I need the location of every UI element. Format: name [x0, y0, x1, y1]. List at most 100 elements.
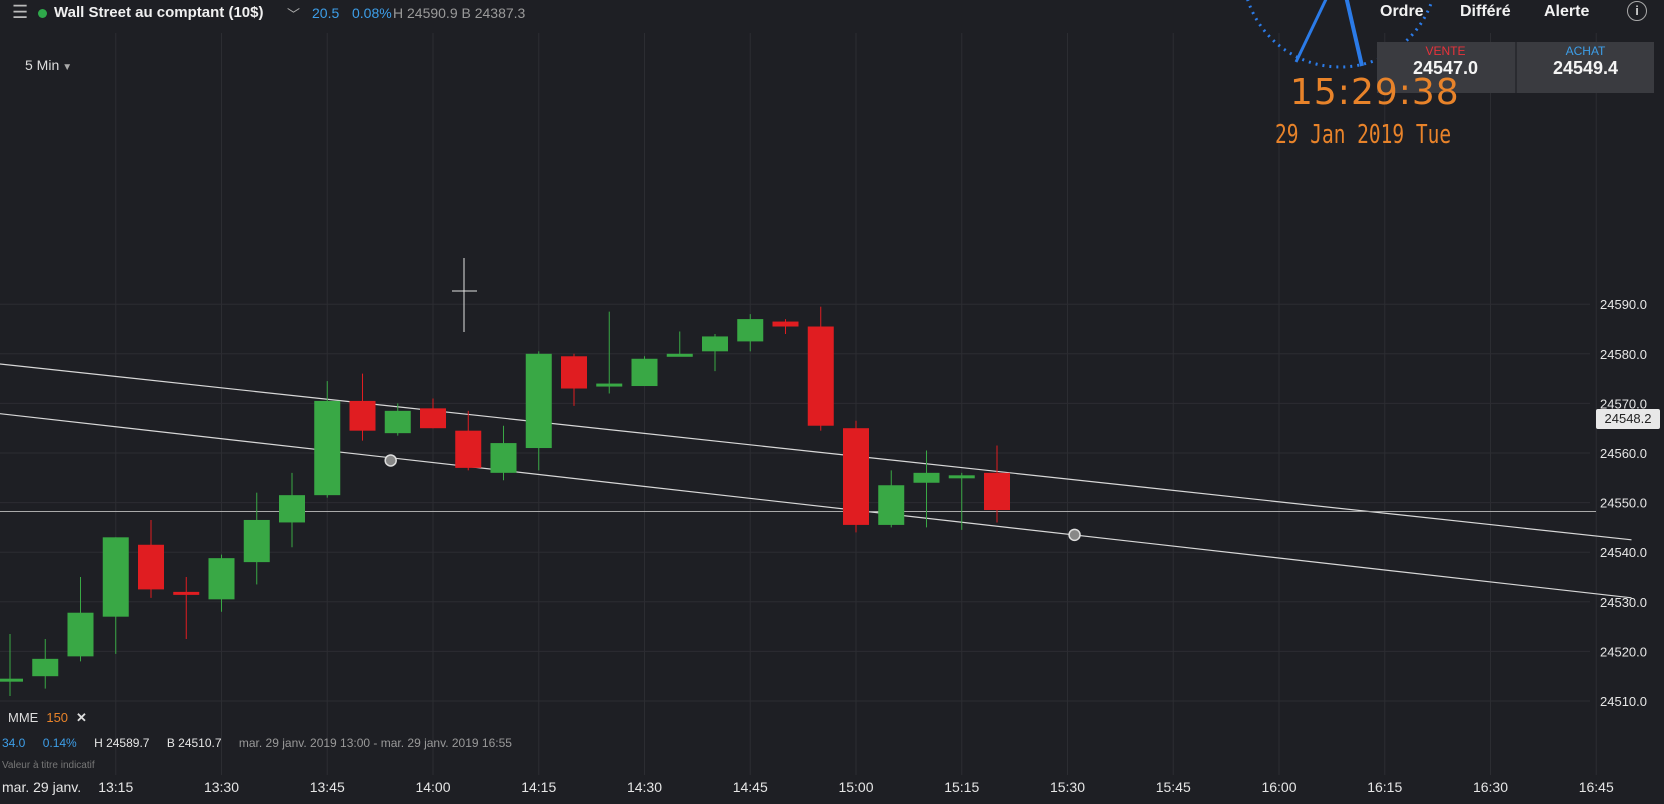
y-tick-label: 24580.0 [1600, 347, 1647, 362]
deferred-order-button[interactable]: Différé [1460, 3, 1511, 20]
session-stats: 34.0 0.14% H 24589.7 B 24510.7 mar. 29 j… [0, 736, 526, 750]
trendline-anchors [384, 454, 1081, 542]
sell-panel[interactable]: VENTE 24547.0 [1377, 42, 1514, 93]
candle [737, 314, 764, 352]
candle-body [984, 472, 1010, 511]
candle-body [913, 472, 940, 483]
trendline [0, 413, 1632, 599]
y-tick-label: 24560.0 [1600, 446, 1647, 461]
candle-body [0, 678, 23, 682]
sell-label: VENTE [1425, 44, 1466, 58]
trendline-anchor-handle [384, 454, 397, 467]
candle [561, 353, 587, 406]
chevron-down-icon[interactable]: ﹀ [287, 7, 301, 22]
candle-body [384, 410, 411, 434]
candle [173, 577, 200, 639]
session-change-pct: 0.14% [42, 736, 77, 750]
x-tick-label: 16:15 [1367, 779, 1402, 795]
alert-button[interactable]: Alerte [1544, 3, 1590, 20]
analog-clock-icon [1246, 0, 1434, 69]
candle [314, 381, 341, 498]
x-tick-label: 14:30 [627, 779, 662, 795]
info-icon[interactable]: i [1627, 1, 1647, 21]
x-tick-label: 15:00 [838, 779, 873, 795]
x-tick-label: 14:15 [521, 779, 556, 795]
candle-body [67, 612, 94, 657]
candle [948, 472, 975, 530]
candle [455, 410, 482, 471]
x-tick-label: 13:30 [204, 779, 239, 795]
x-tick-label: 16:45 [1579, 779, 1614, 795]
candle-body [279, 495, 305, 523]
y-tick-label: 24540.0 [1600, 545, 1647, 560]
y-tick-label: 24570.0 [1600, 396, 1647, 411]
x-tick-label: 16:30 [1473, 779, 1508, 795]
candle [525, 351, 552, 471]
candle-body [314, 400, 341, 496]
candle-body [349, 400, 376, 431]
candle [596, 311, 623, 394]
candle-body [455, 430, 482, 468]
candle [138, 519, 164, 598]
session-high: H 24589.7 [94, 736, 150, 750]
x-tick-label: 14:45 [733, 779, 768, 795]
market-status-dot [38, 9, 47, 18]
candle-body [666, 353, 693, 357]
candle-body [948, 475, 975, 479]
current-price-label: 24548.2 [1596, 409, 1660, 429]
instrument-name[interactable]: Wall Street au comptant (10$) [54, 4, 264, 21]
indicator-period[interactable]: 150 [46, 710, 69, 725]
instrument-change-pct: 0.08% [352, 5, 392, 21]
candle [807, 306, 834, 431]
candle [702, 333, 728, 372]
buy-panel[interactable]: ACHAT 24549.4 [1517, 42, 1654, 93]
candle-body [631, 358, 658, 387]
timeframe-selector[interactable]: 5 Min ▼ [25, 57, 72, 73]
sell-price: 24547.0 [1412, 58, 1479, 78]
quote-panel: VENTE 24547.0 ACHAT 24549.4 [1377, 42, 1654, 93]
x-tick-label: 13:15 [98, 779, 133, 795]
candle [631, 356, 658, 387]
candle-body [102, 537, 129, 617]
chart-grid [0, 33, 1597, 775]
y-tick-label: 24510.0 [1600, 694, 1647, 709]
x-tick-label: 16:00 [1261, 779, 1296, 795]
trendline-anchor-handle [1068, 528, 1081, 542]
candle-body [208, 558, 235, 600]
candle [878, 470, 905, 528]
candle-body [596, 383, 623, 387]
x-tick-label: 15:30 [1050, 779, 1085, 795]
candle [843, 420, 869, 533]
hamburger-icon[interactable]: ☰ [12, 2, 29, 22]
indicator-legend: MME 150 ✕ [8, 710, 87, 726]
candle [102, 537, 129, 654]
candle-body [173, 591, 200, 595]
candle [772, 319, 799, 334]
session-low: B 24510.7 [166, 736, 222, 750]
x-tick-label: 13:45 [310, 779, 345, 795]
close-icon[interactable]: ✕ [76, 710, 87, 725]
candle-body [420, 408, 446, 429]
candlestick-series [0, 306, 1010, 697]
order-button[interactable]: Ordre [1380, 3, 1424, 20]
candle-body [843, 428, 869, 525]
candle [384, 403, 411, 436]
candle [243, 492, 270, 585]
candle-body [561, 356, 587, 389]
crosshair-cursor [452, 258, 477, 332]
candle [279, 472, 305, 548]
buy-price: 24549.4 [1552, 58, 1619, 78]
instrument-high-low: H 24590.9 B 24387.3 [393, 5, 526, 21]
top-bar: ☰ Wall Street au comptant (10$) ﹀ 20.5 0… [0, 0, 1664, 26]
trendline [0, 363, 1632, 541]
x-tick-label: 15:45 [1156, 779, 1191, 795]
candle-body [490, 443, 517, 473]
candle-body [32, 658, 59, 677]
y-axis-labels: 24510.0 24520.0 24530.0 24540.0 24550.0 24560… [1600, 297, 1647, 709]
x-tick-label: 14:00 [415, 779, 450, 795]
candle [349, 373, 376, 441]
candle [67, 577, 94, 662]
candle [666, 331, 693, 357]
candle-body [772, 321, 799, 327]
